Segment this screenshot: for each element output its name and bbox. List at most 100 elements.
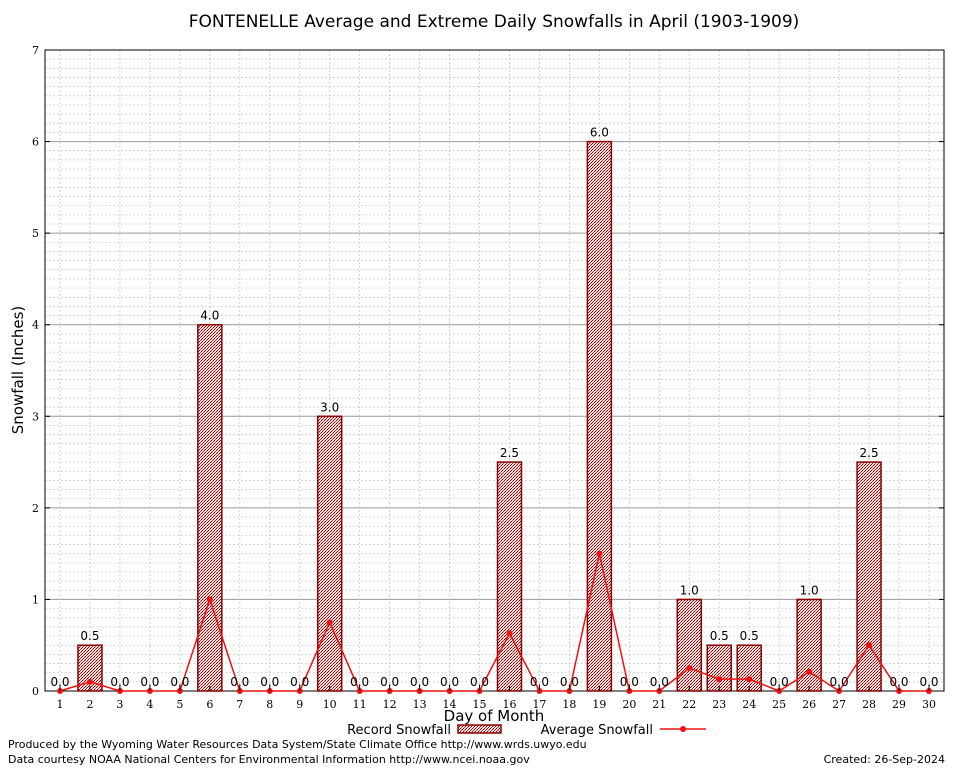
x-axis: 1 2 3 4 5 6 7 8 9 10 11 12 13 14 15 16 17 18 19 20 21 22 23 24 2… — [57, 686, 936, 711]
x-tick-label: 1 — [57, 698, 64, 711]
x-tick-label: 15 — [473, 698, 487, 711]
x-tick-label: 9 — [296, 698, 303, 711]
average-point — [866, 642, 873, 649]
x-tick-label: 4 — [146, 698, 153, 711]
y-tick-label: 0 — [32, 685, 39, 698]
x-tick-label: 30 — [922, 698, 936, 711]
average-point — [716, 676, 723, 683]
x-tick-label: 28 — [862, 698, 876, 711]
x-tick-label: 16 — [502, 698, 516, 711]
average-polyline — [59, 553, 929, 693]
average-point — [746, 676, 753, 683]
bar-value-label: 4.0 — [200, 309, 219, 323]
bar-value-label: 0.0 — [830, 675, 849, 689]
x-tick-label: 13 — [413, 698, 427, 711]
x-tick-label: 14 — [443, 698, 457, 711]
x-tick-label: 27 — [832, 698, 846, 711]
bar-value-label: 0.5 — [710, 629, 729, 643]
y-tick-label: 1 — [32, 593, 39, 606]
data-labels: 0.0 0.5 0.0 0.0 0.0 4.0 0.0 0.0 0.0 3.0 0.0 0.0 0.0 0… — [50, 126, 938, 689]
grid — [45, 50, 944, 691]
x-tick-label: 26 — [802, 698, 816, 711]
record-bar — [496, 461, 523, 692]
x-tick-label: 5 — [176, 698, 183, 711]
bar-value-label: 0.0 — [260, 675, 279, 689]
x-tick-label: 24 — [742, 698, 756, 711]
average-point — [596, 550, 603, 557]
y-tick-label: 7 — [32, 44, 39, 57]
record-bar — [676, 598, 703, 692]
average-point — [806, 668, 813, 675]
credit-line-1: Produced by the Wyoming Water Resources … — [8, 738, 587, 751]
bar-value-label: 0.0 — [50, 675, 69, 689]
legend-record-label: Record Snowfall — [347, 723, 451, 738]
bar-value-label: 0.0 — [110, 675, 129, 689]
bar-value-label: 2.5 — [860, 446, 879, 460]
y-tick-label: 4 — [32, 319, 39, 332]
average-line — [57, 550, 932, 694]
x-tick-label: 11 — [353, 698, 367, 711]
average-point — [206, 596, 213, 603]
bar-value-label: 0.0 — [470, 675, 489, 689]
x-tick-label: 22 — [682, 698, 696, 711]
bar-value-label: 0.0 — [170, 675, 189, 689]
bar-value-label: 0.0 — [350, 675, 369, 689]
bar-value-label: 0.0 — [919, 675, 938, 689]
average-point — [506, 630, 513, 637]
y-axis: 0 1 2 3 4 5 6 7 — [32, 44, 944, 698]
y-tick-label: 2 — [32, 502, 39, 515]
x-tick-label: 12 — [383, 698, 397, 711]
bar-value-label: 0.0 — [560, 675, 579, 689]
bar-value-label: 0.0 — [889, 675, 908, 689]
x-tick-label: 8 — [266, 698, 273, 711]
bar-value-label: 0.0 — [620, 675, 639, 689]
bar-value-label: 0.5 — [740, 629, 759, 643]
y-tick-label: 3 — [32, 410, 39, 423]
x-tick-label: 6 — [206, 698, 213, 711]
x-tick-label: 20 — [622, 698, 636, 711]
bar-value-label: 1.0 — [800, 583, 819, 597]
legend-average-label: Average Snowfall — [541, 723, 653, 738]
record-bar — [316, 415, 343, 692]
bar-value-label: 0.0 — [530, 675, 549, 689]
x-tick-label: 25 — [772, 698, 786, 711]
y-tick-label: 5 — [32, 227, 39, 240]
bar-value-label: 0.0 — [380, 675, 399, 689]
bar-value-label: 0.5 — [80, 629, 99, 643]
x-tick-label: 23 — [712, 698, 726, 711]
y-axis-label: Snowfall (Inches) — [9, 306, 27, 434]
y-tick-label: 6 — [32, 136, 39, 149]
x-tick-label: 10 — [323, 698, 337, 711]
average-point — [686, 665, 693, 672]
x-tick-label: 2 — [86, 698, 93, 711]
x-tick-label: 18 — [562, 698, 576, 711]
bar-value-label: 0.0 — [770, 675, 789, 689]
credit-line-2: Data courtesy NOAA National Centers for … — [8, 753, 530, 766]
x-tick-label: 19 — [592, 698, 606, 711]
record-bar — [586, 140, 613, 692]
chart-title: FONTENELLE Average and Extreme Daily Sno… — [189, 12, 800, 32]
x-tick-label: 3 — [116, 698, 123, 711]
legend: Record Snowfall Average Snowfall — [347, 723, 706, 738]
record-bar — [856, 461, 882, 692]
bar-value-label: 0.0 — [410, 675, 429, 689]
x-tick-label: 29 — [892, 698, 906, 711]
bar-value-label: 0.0 — [650, 675, 669, 689]
bar-value-label: 0.0 — [140, 675, 159, 689]
record-bar — [706, 644, 732, 692]
bar-value-label: 0.0 — [440, 675, 459, 689]
x-tick-label: 7 — [236, 698, 243, 711]
bar-value-label: 1.0 — [680, 583, 699, 597]
record-bar — [197, 323, 223, 692]
legend-record-swatch — [457, 724, 502, 734]
x-tick-label: 21 — [652, 698, 666, 711]
x-tick-label: 17 — [532, 698, 546, 711]
bar-value-label: 2.5 — [500, 446, 519, 460]
bar-value-label: 0.0 — [290, 675, 309, 689]
x-axis-label: Day of Month — [444, 707, 545, 725]
record-bar — [736, 644, 762, 692]
average-point — [326, 619, 333, 626]
legend-average-marker — [680, 726, 686, 732]
plot-frame — [44, 49, 945, 692]
